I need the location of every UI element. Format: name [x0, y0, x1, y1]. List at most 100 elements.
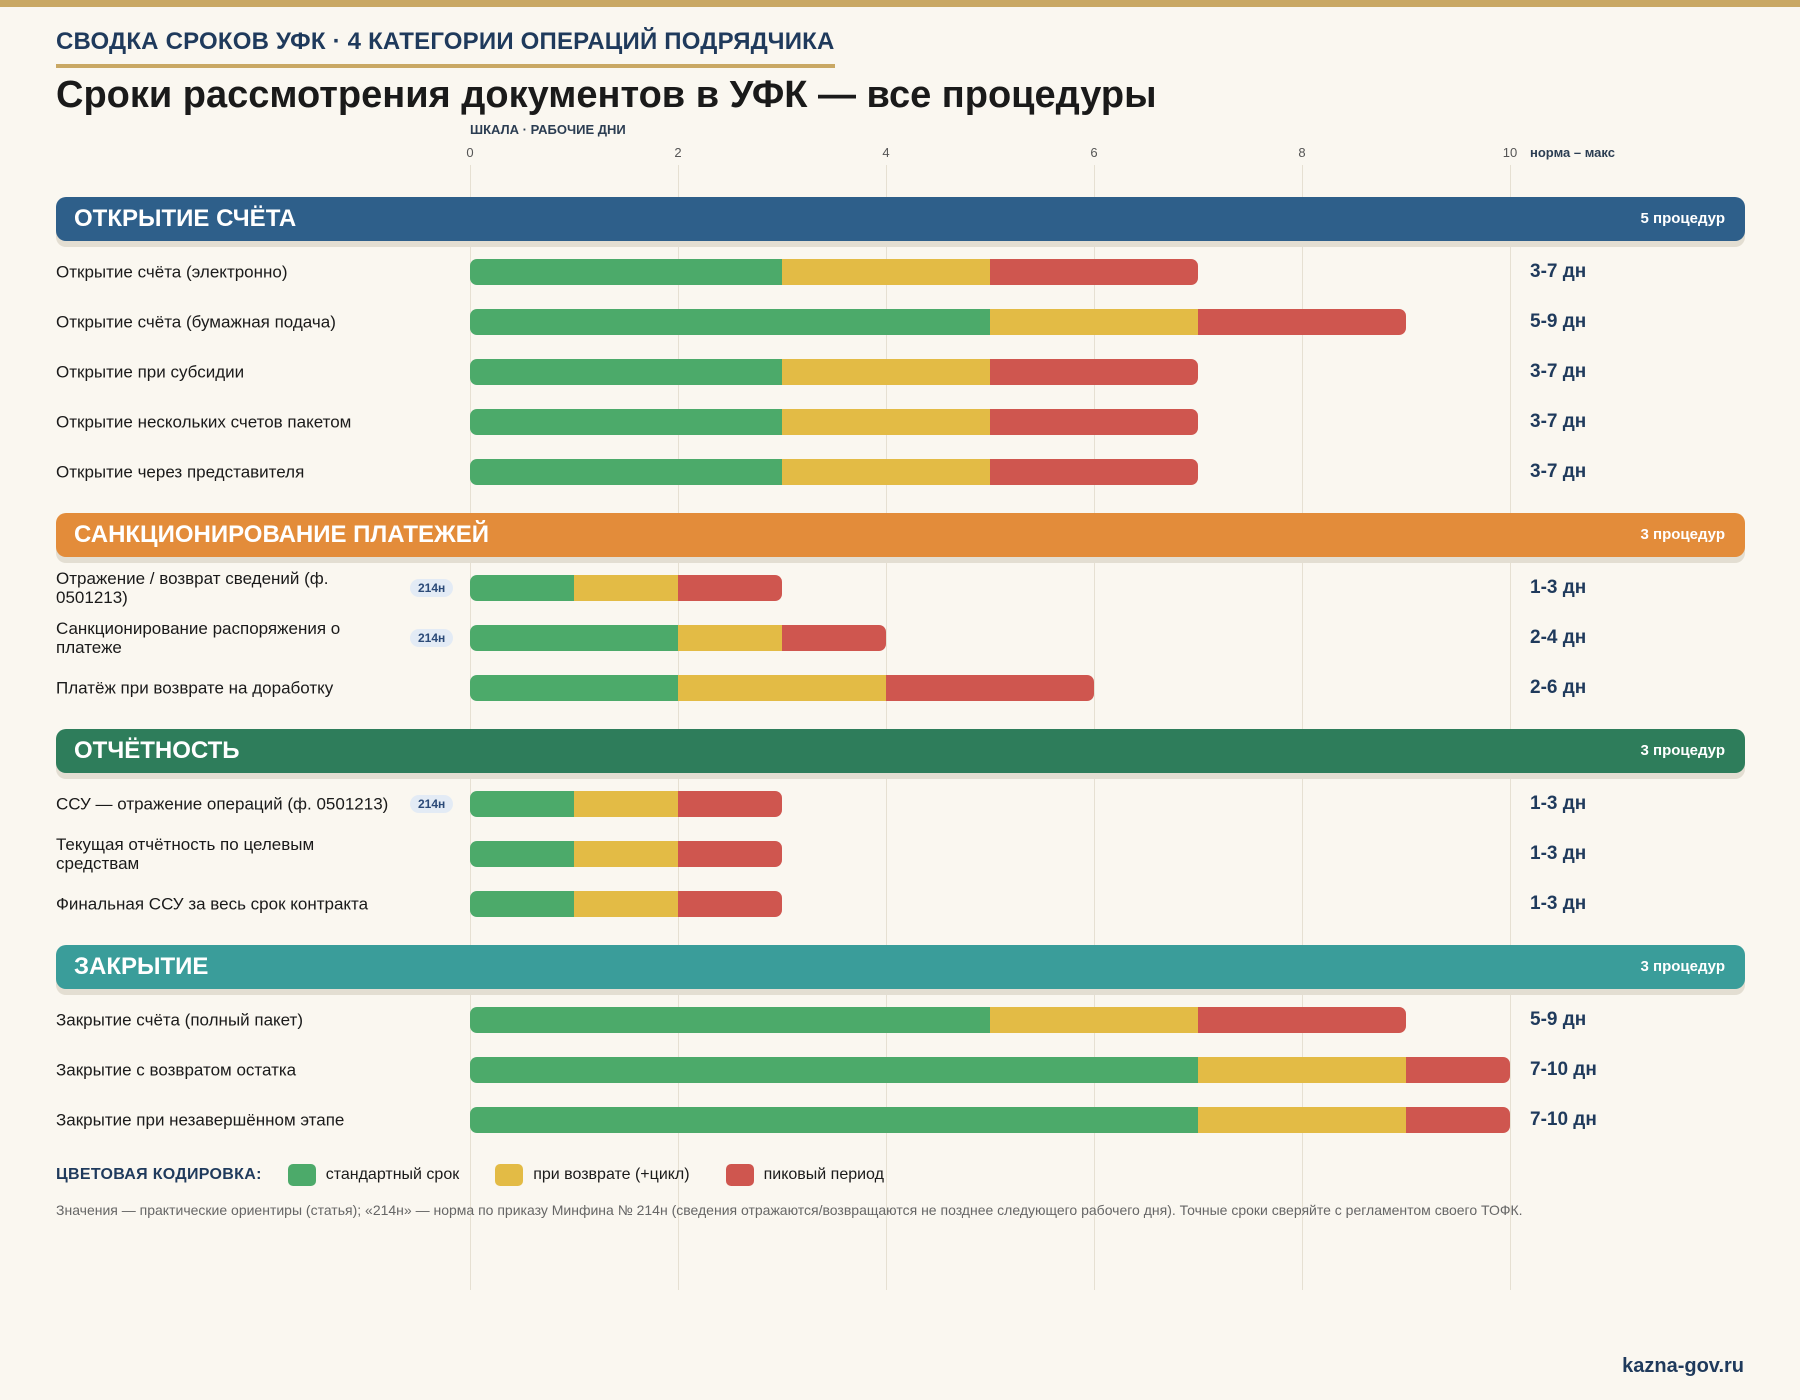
range-value: 1-3 дн	[1530, 893, 1587, 914]
legend-item-peak: пиковый период	[725, 1164, 884, 1186]
norm-badge: 214н	[410, 795, 454, 813]
range-value: 3-7 дн	[1530, 261, 1587, 282]
duration-bar	[470, 625, 886, 651]
bar-segment-peak	[1406, 1057, 1510, 1083]
legend-item-return: при возврате (+цикл)	[495, 1164, 690, 1186]
bar-segment-standard	[470, 575, 574, 601]
bar-segment-return	[678, 675, 886, 701]
category-count: 3 процедур	[1640, 526, 1725, 543]
category-count: 3 процедур	[1640, 958, 1725, 975]
x-tick-label: 2	[674, 145, 682, 160]
duration-bar	[470, 841, 782, 867]
site-link[interactable]: kazna-gov.ru	[1622, 1355, 1744, 1377]
legend-label-peak: пиковый период	[763, 1166, 884, 1183]
bar-segment-peak	[990, 459, 1198, 485]
category-name: ЗАКРЫТИЕ	[74, 953, 209, 980]
range-value: 7-10 дн	[1530, 1059, 1597, 1080]
bar-segment-standard	[470, 1007, 990, 1033]
grid-line	[886, 165, 887, 1290]
category-header: САНКЦИОНИРОВАНИЕ ПЛАТЕЖЕЙ 3 процедур	[56, 513, 1745, 557]
range-value: 3-7 дн	[1530, 361, 1587, 382]
range-value: 2-4 дн	[1530, 627, 1587, 648]
bar-segment-standard	[470, 841, 574, 867]
duration-bar	[470, 1107, 1510, 1133]
bar-segment-return	[574, 841, 678, 867]
bar-segment-peak	[886, 675, 1094, 701]
category-name: САНКЦИОНИРОВАНИЕ ПЛАТЕЖЕЙ	[74, 521, 490, 548]
bar-segment-peak	[678, 891, 782, 917]
procedure-label: Открытие через представителя	[56, 462, 305, 482]
legend-swatch-return	[495, 1164, 524, 1186]
top-accent-bar	[0, 0, 1800, 7]
range-value: 1-3 дн	[1530, 843, 1587, 864]
bar-segment-peak	[990, 259, 1198, 285]
norm-badge: 214н	[410, 579, 454, 597]
legend-swatch-standard	[287, 1164, 316, 1186]
legend-label-return: при возврате (+цикл)	[533, 1166, 690, 1183]
axis-title: ШКАЛА · РАБОЧИЕ ДНИ	[470, 122, 626, 137]
grid-line	[470, 165, 471, 1290]
procedure-label: Открытие нескольких счетов пакетом	[56, 412, 352, 432]
range-value: 1-3 дн	[1530, 577, 1587, 598]
bar-segment-peak	[678, 791, 782, 817]
bar-segment-standard	[470, 459, 782, 485]
bar-segment-peak	[678, 841, 782, 867]
category-name: ОТЧЁТНОСТЬ	[74, 737, 240, 764]
category-header: ЗАКРЫТИЕ 3 процедур	[56, 945, 1745, 989]
category-name: ОТКРЫТИЕ СЧЁТА	[74, 205, 297, 232]
bar-segment-standard	[470, 409, 782, 435]
bar-segment-peak	[1198, 1007, 1406, 1033]
procedure-label: Закрытие с возвратом остатка	[56, 1060, 297, 1080]
bar-segment-return	[678, 625, 782, 651]
procedure-label: Финальная ССУ за весь срок контракта	[56, 894, 369, 914]
procedure-label: Санкционирование распоряжения о платеже	[56, 619, 341, 657]
x-tick-label: 6	[1090, 145, 1098, 160]
bar-segment-return	[1198, 1057, 1406, 1083]
legend-label-standard: стандартный срок	[325, 1166, 460, 1183]
procedure-label: ССУ — отражение операций (ф. 0501213)	[56, 794, 389, 814]
bar-segment-return	[990, 1007, 1198, 1033]
range-value: 1-3 дн	[1530, 793, 1587, 814]
bar-segment-return	[782, 259, 990, 285]
category-header: ОТКРЫТИЕ СЧЁТА 5 процедур	[56, 197, 1745, 241]
procedure-label: Отражение / возврат сведений (ф. 0501213…	[56, 569, 329, 607]
x-tick-label: 0	[466, 145, 474, 160]
kicker-heading: СВОДКА СРОКОВ УФК · 4 КАТЕГОРИИ ОПЕРАЦИЙ…	[56, 28, 835, 68]
duration-bar	[470, 891, 782, 917]
x-tick-label: 8	[1298, 145, 1306, 160]
bar-segment-peak	[678, 575, 782, 601]
range-value: 5-9 дн	[1530, 1009, 1587, 1030]
range-value: 3-7 дн	[1530, 461, 1587, 482]
bar-segment-return	[782, 359, 990, 385]
duration-bar	[470, 409, 1198, 435]
bar-segment-return	[574, 791, 678, 817]
range-column-header: норма – макс	[1530, 145, 1615, 160]
procedure-label: Открытие счёта (бумажная подача)	[56, 312, 336, 332]
procedure-label: Закрытие счёта (полный пакет)	[56, 1010, 304, 1030]
procedure-label: Платёж при возврате на доработку	[56, 678, 334, 698]
grid-line	[678, 165, 679, 1290]
category-count: 5 процедур	[1640, 210, 1725, 227]
bar-segment-return	[574, 575, 678, 601]
range-value: 2-6 дн	[1530, 677, 1587, 698]
category-header: ОТЧЁТНОСТЬ 3 процедур	[56, 729, 1745, 773]
legend: ЦВЕТОВАЯ КОДИРОВКА: стандартный срок при…	[56, 1164, 920, 1186]
bar-segment-return	[782, 409, 990, 435]
legend-swatch-peak	[725, 1164, 754, 1186]
duration-bar	[470, 309, 1406, 335]
bar-segment-return	[574, 891, 678, 917]
procedure-label: Текущая отчётность по целевым средствам	[56, 835, 315, 873]
grid-line	[1094, 165, 1095, 1290]
bar-segment-standard	[470, 1057, 1198, 1083]
category-count: 3 процедур	[1640, 742, 1725, 759]
footnote: Значения — практические ориентиры (стать…	[56, 1202, 1523, 1218]
bar-segment-return	[1198, 1107, 1406, 1133]
bar-segment-peak	[1198, 309, 1406, 335]
duration-bar	[470, 359, 1198, 385]
duration-bar	[470, 459, 1198, 485]
duration-bar	[470, 575, 782, 601]
legend-title: ЦВЕТОВАЯ КОДИРОВКА:	[56, 1166, 262, 1183]
procedure-label: Открытие при субсидии	[56, 362, 245, 382]
bar-segment-standard	[470, 1107, 1198, 1133]
duration-bar	[470, 1007, 1406, 1033]
